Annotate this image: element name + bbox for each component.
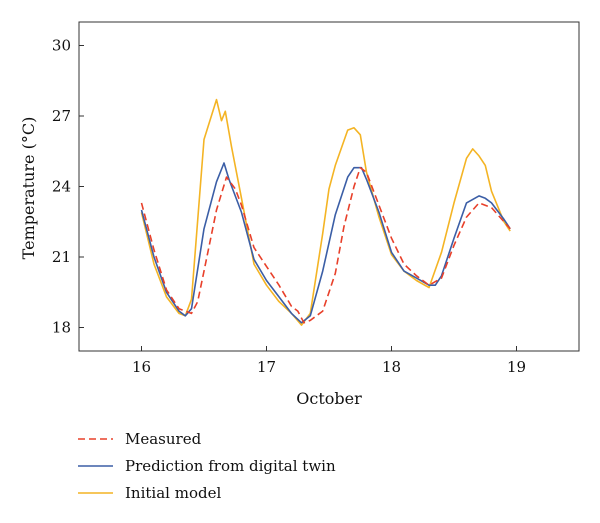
y-axis: 18 21 24 27 30 xyxy=(52,37,84,337)
x-tick-label: 17 xyxy=(257,358,276,376)
y-tick-label: 21 xyxy=(52,248,71,266)
series-lines xyxy=(140,98,511,326)
legend-label: Measured xyxy=(125,430,202,448)
x-tick-label: 18 xyxy=(382,358,401,376)
x-tick-label: 16 xyxy=(132,358,151,376)
y-tick-label: 30 xyxy=(52,37,71,55)
legend-label: Prediction from digital twin xyxy=(125,457,336,475)
y-tick-label: 27 xyxy=(52,107,71,125)
legend-label: Initial model xyxy=(125,484,221,502)
x-axis-title: October xyxy=(296,389,362,408)
legend: Measured Prediction from digital twin Init… xyxy=(78,430,336,502)
series-line-1 xyxy=(140,162,511,324)
y-tick-label: 18 xyxy=(52,319,71,337)
series-line-0 xyxy=(140,166,511,324)
y-axis-title: Temperature (°C) xyxy=(19,117,38,260)
y-tick-label: 24 xyxy=(52,178,71,196)
x-tick-label: 19 xyxy=(507,358,526,376)
x-axis: 16 17 18 19 xyxy=(132,346,526,376)
series-line-2 xyxy=(140,98,511,326)
